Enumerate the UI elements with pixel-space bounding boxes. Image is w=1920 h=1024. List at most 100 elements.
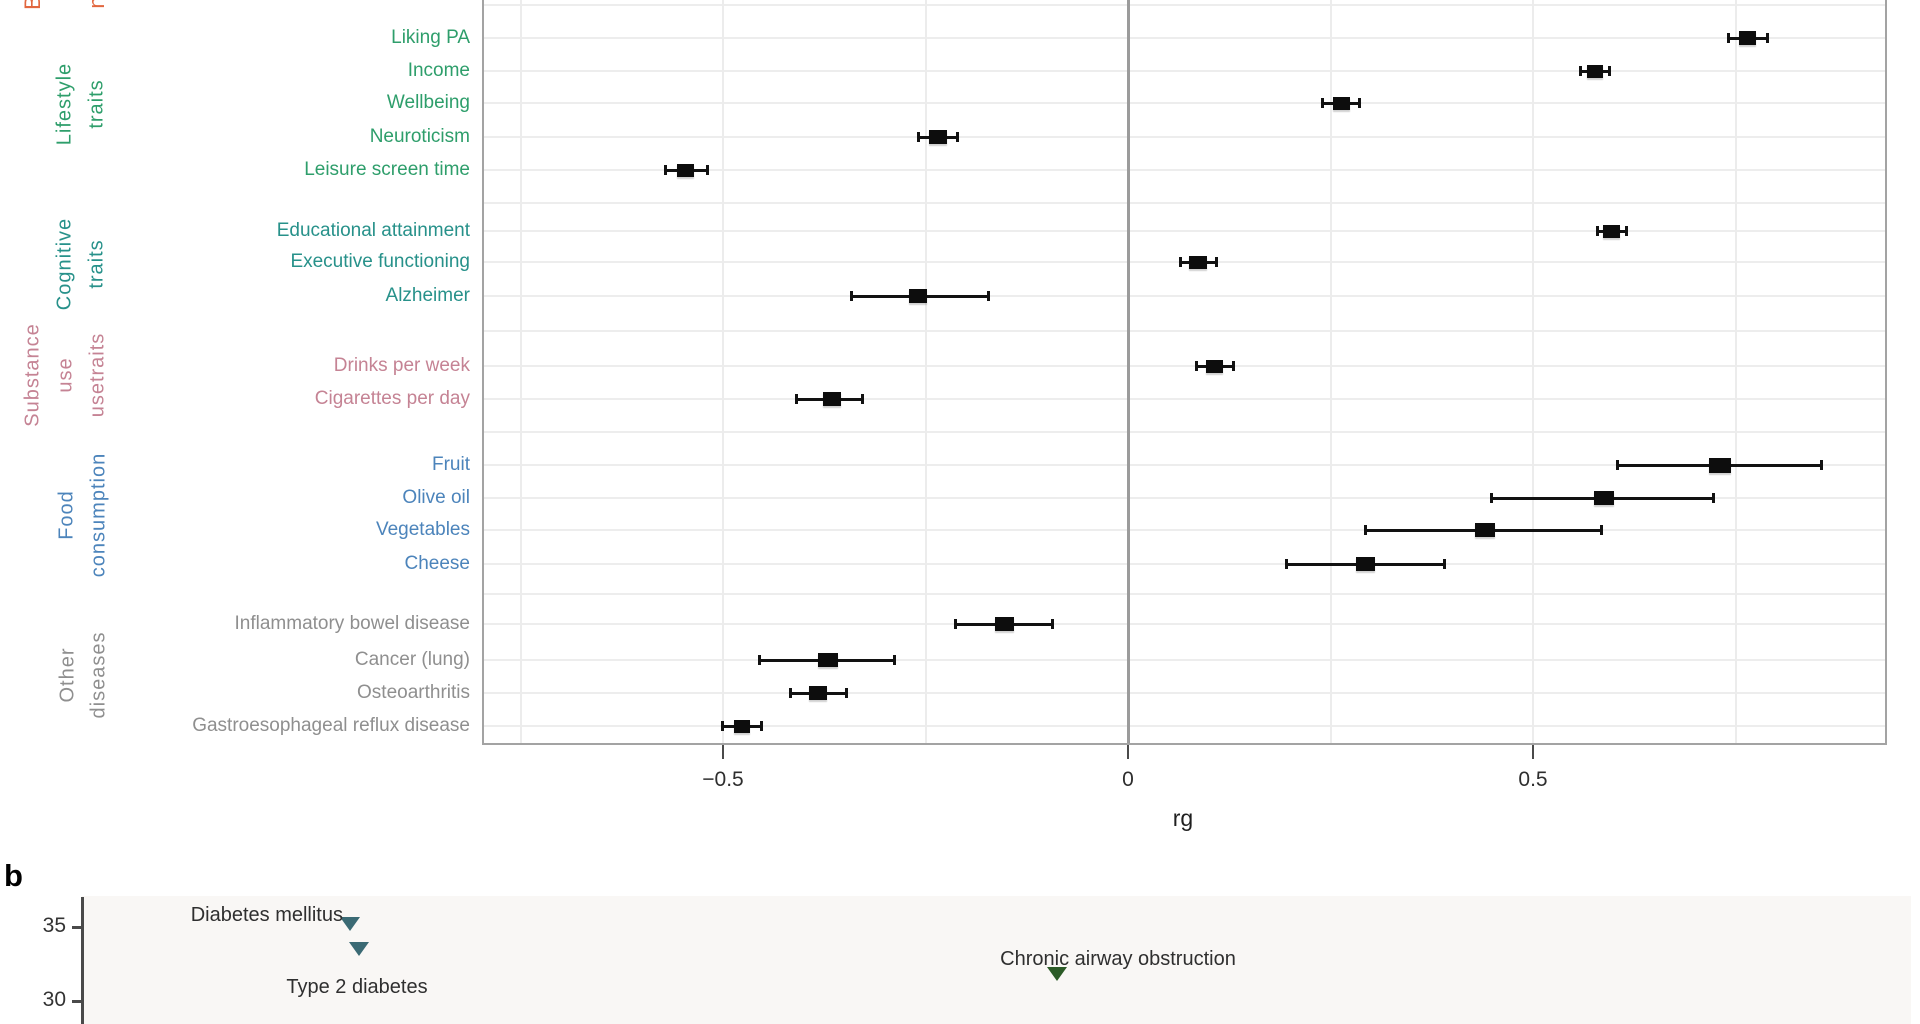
data-point-marker — [823, 392, 842, 406]
trait-label: Drinks per week — [333, 355, 470, 376]
error-bar-cap-right — [861, 394, 865, 404]
trait-label: Cheese — [404, 553, 471, 574]
x-axis-tick — [1532, 745, 1534, 759]
data-point-marker — [1206, 359, 1224, 373]
trait-label: Inflammatory bowel disease — [234, 613, 471, 634]
error-bar-cap-right — [1357, 98, 1361, 108]
error-bar-cap-right — [1050, 619, 1054, 629]
data-point-marker — [1332, 96, 1350, 110]
x-axis-tick-label: −0.5 — [702, 768, 744, 791]
grid-line-horizontal — [482, 37, 1885, 39]
data-point-marker — [818, 653, 839, 667]
error-bar-cap-right — [1820, 460, 1824, 470]
error-bar-cap-right — [705, 165, 709, 175]
error-bar-cap-left — [1727, 33, 1731, 43]
panel-b-point-label: Type 2 diabetes — [286, 976, 428, 998]
trait-label: Gastroesophageal reflux disease — [192, 715, 470, 736]
error-bar-cap-right — [955, 132, 959, 142]
grid-line-horizontal — [482, 70, 1885, 72]
data-point-marker — [1603, 224, 1621, 238]
error-bar-cap-left — [757, 655, 761, 665]
x-axis-tick — [1127, 745, 1129, 759]
error-bar-cap-left — [721, 721, 725, 731]
grid-line-horizontal — [482, 563, 1885, 565]
plot-border-left — [482, 0, 484, 745]
grid-line-horizontal — [482, 692, 1885, 694]
data-point-marker — [994, 617, 1014, 631]
data-point-marker — [928, 130, 947, 144]
x-axis-tick — [722, 745, 724, 759]
grid-line-vertical — [924, 0, 927, 743]
trait-label: Liking PA — [391, 27, 470, 48]
trait-label: Olive oil — [402, 487, 470, 508]
grid-line-horizontal — [482, 659, 1885, 661]
trait-label: Cancer (lung) — [354, 649, 470, 670]
category-label: diseases — [87, 631, 110, 719]
x-axis-tick-label: 0.5 — [1518, 768, 1548, 791]
grid-line-horizontal — [482, 593, 1885, 595]
panel-b-point-label: Diabetes mellitus — [190, 904, 343, 926]
data-point-marker — [1189, 255, 1208, 269]
trait-label: Vegetables — [375, 519, 470, 540]
error-bar-cap-left — [789, 688, 793, 698]
error-bar-cap-right — [986, 291, 990, 301]
grid-line-horizontal — [482, 295, 1885, 297]
data-point-marker — [1594, 491, 1615, 505]
grid-line-horizontal — [482, 102, 1885, 104]
panel-b-y-tick-label: 30 — [42, 988, 66, 1011]
grid-line-horizontal — [482, 230, 1885, 232]
data-point-marker — [1709, 457, 1732, 473]
cropped-category-letter: n — [84, 0, 109, 9]
error-bar-cap-left — [1616, 460, 1620, 470]
grid-line-horizontal — [482, 623, 1885, 625]
grid-line-vertical — [1532, 0, 1534, 743]
error-bar-cap-left — [953, 619, 957, 629]
data-point-marker — [1587, 64, 1604, 78]
panel-b-y-tick-label: 35 — [42, 914, 66, 937]
panel-b-point-triangle — [340, 917, 360, 932]
x-axis-label: rg — [1172, 805, 1194, 831]
grid-line-horizontal — [482, 4, 1885, 6]
error-bar-cap-left — [1489, 493, 1493, 503]
grid-line-horizontal — [482, 529, 1885, 531]
trait-label: Fruit — [432, 454, 470, 475]
data-point-marker — [1475, 523, 1496, 537]
error-bar-cap-right — [1442, 559, 1446, 569]
error-bar-cap-left — [663, 165, 667, 175]
grid-line-horizontal — [482, 464, 1885, 466]
trait-label: Income — [407, 60, 470, 81]
cropped-category-letter: B — [20, 0, 45, 10]
trait-label: Alzheimer — [385, 285, 470, 306]
grid-line-vertical — [1734, 0, 1737, 743]
error-bar-cap-right — [1624, 226, 1628, 236]
error-bar-cap-right — [1232, 361, 1236, 371]
error-bar-cap-left — [1178, 257, 1182, 267]
trait-label: Wellbeing — [386, 92, 470, 113]
grid-line-horizontal — [482, 136, 1885, 138]
data-point-marker — [808, 686, 827, 700]
data-point-marker — [733, 719, 750, 733]
grid-line-horizontal — [482, 365, 1885, 367]
error-bar-cap-right — [892, 655, 896, 665]
error-bar-cap-right — [1599, 525, 1603, 535]
panel-label-b: b — [4, 858, 23, 893]
panel-b-point-triangle — [349, 942, 369, 957]
zero-line — [1126, 0, 1130, 743]
panel-b-background — [82, 896, 1911, 1024]
trait-label: Executive functioning — [290, 251, 470, 272]
error-bar-cap-right — [759, 721, 763, 731]
data-point-marker — [1739, 31, 1757, 45]
error-bar-cap-right — [844, 688, 848, 698]
error-bar-cap-left — [1284, 559, 1288, 569]
grid-line-horizontal — [482, 330, 1885, 332]
error-bar-cap-left — [1321, 98, 1325, 108]
panel-b-point-label: Chronic airway obstruction — [1000, 948, 1236, 970]
x-axis-tick-label: 0 — [1122, 768, 1134, 791]
panel-b-y-tick — [72, 999, 81, 1003]
grid-line-vertical — [519, 0, 522, 743]
grid-line-horizontal — [482, 169, 1885, 171]
error-bar-cap-right — [1215, 257, 1219, 267]
error-bar-cap-left — [1578, 66, 1582, 76]
grid-line-horizontal — [482, 497, 1885, 499]
